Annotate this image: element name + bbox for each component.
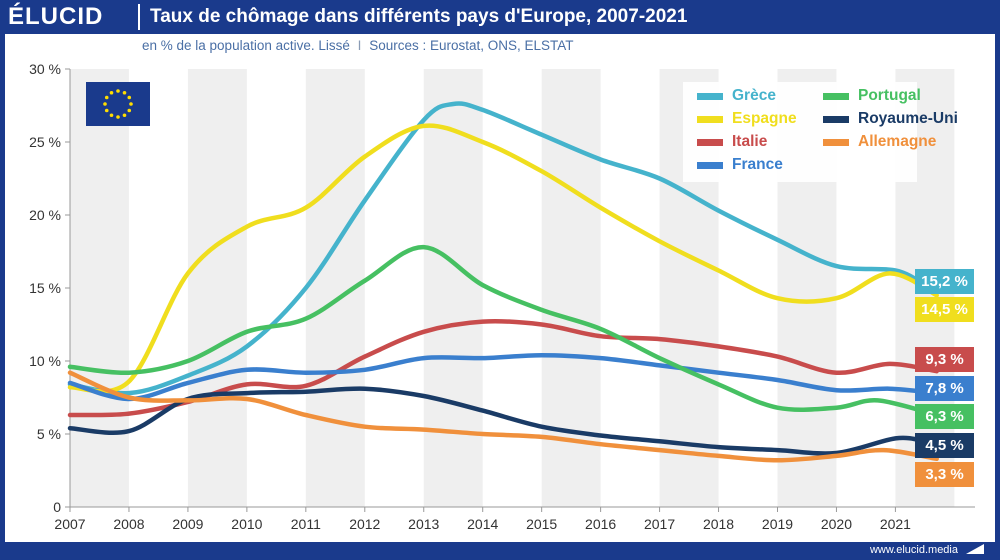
x-tick-label: 2021 [880,516,911,532]
subtitle-sources: Sources : Eurostat, ONS, ELSTAT [369,38,574,53]
x-tick-label: 2017 [644,516,675,532]
x-tick-label: 2018 [703,516,734,532]
x-tick-label: 2011 [291,516,321,532]
legend-swatch [823,92,849,100]
x-tick-label: 2013 [408,516,439,532]
end-value-label: 9,3 % [915,347,974,372]
flag-star [104,95,109,100]
legend-swatch [697,161,723,169]
flag-star [103,102,107,106]
end-value-label: 7,8 % [915,376,974,401]
y-tick-label: 0 [53,499,61,515]
flag-star [122,113,127,118]
legend-label: Portugal [858,87,921,104]
legend-swatch [697,92,723,100]
y-tick-label: 15 % [29,280,61,296]
y-tick-label: 5 % [37,426,61,442]
legend-label: Royaume-Uni [858,110,958,127]
series-line-allemagne [67,370,939,463]
series-line-portugal [67,244,939,418]
end-value-label: 4,5 % [915,433,974,458]
y-tick-label: 30 % [29,61,61,77]
flag-star [109,113,114,118]
eu-flag-icon [86,82,150,126]
series-line-espagne [67,123,939,394]
footer-url[interactable]: www.elucid.media [869,544,958,556]
flag-star [127,95,132,100]
legend-swatch [823,138,849,146]
legend-item: Portugal [823,85,921,107]
subtitle-separator: I [357,38,362,53]
flag-star [129,102,133,106]
chart-legend: Grèce Espagne Italie France Portugal Royaume-… [683,82,958,182]
y-tick-label: 20 % [29,207,61,223]
chart-title: Taux de chômage dans différents pays d'E… [150,6,688,27]
legend-swatch [697,115,723,123]
legend-item: Grèce [697,85,776,107]
legend-label: Grèce [732,87,776,104]
x-tick-label: 2020 [821,516,852,532]
y-tick-label: 25 % [29,134,61,150]
legend-item: Italie [697,131,767,153]
header-divider [138,4,140,30]
legend-swatch [697,138,723,146]
x-tick-label: 2016 [585,516,616,532]
end-value-label: 14,5 % [915,297,974,322]
legend-item: Espagne [697,108,797,130]
grid-band [423,69,483,507]
elucid-mark-icon [966,544,984,554]
series-line-grece [67,101,928,396]
subtitle-text: en % de la population active. Lissé [142,38,350,53]
flag-star [109,90,114,95]
x-tick-label: 2019 [762,516,793,532]
legend-label: Italie [732,133,768,150]
flag-star [122,90,127,95]
x-tick-label: 2010 [231,516,262,532]
x-tick-label: 2009 [172,516,203,532]
legend-item: Royaume-Uni [823,108,958,130]
flag-star [104,108,109,113]
brand-logo: ÉLUCID [8,3,104,30]
flag-star [127,108,132,113]
legend-swatch [823,115,849,123]
x-tick-label: 2014 [467,516,498,532]
series-line-italie [67,318,939,418]
end-value-label: 6,3 % [915,404,974,429]
x-tick-label: 2015 [526,516,557,532]
legend-item: Allemagne [823,131,936,153]
legend-item: France [697,154,783,176]
grid-band [70,69,129,507]
x-tick-label: 2012 [349,516,380,532]
x-tick-label: 2007 [54,516,85,532]
series-line-royaume-uni [67,386,928,456]
grid-band [187,69,247,507]
legend-label: France [732,156,783,173]
flag-star [116,115,120,119]
legend-label: Espagne [732,110,797,127]
legend-label: Allemagne [858,133,937,150]
end-value-label: 15,2 % [915,269,974,294]
end-value-label: 3,3 % [915,462,974,487]
chart-subtitle: en % de la population active. Lissé I So… [142,38,574,53]
flag-star [116,89,120,93]
series-line-france [67,352,939,402]
y-tick-label: 10 % [29,353,61,369]
header-bar: ÉLUCID Taux de chômage dans différents p… [0,0,1000,34]
x-tick-label: 2008 [113,516,144,532]
